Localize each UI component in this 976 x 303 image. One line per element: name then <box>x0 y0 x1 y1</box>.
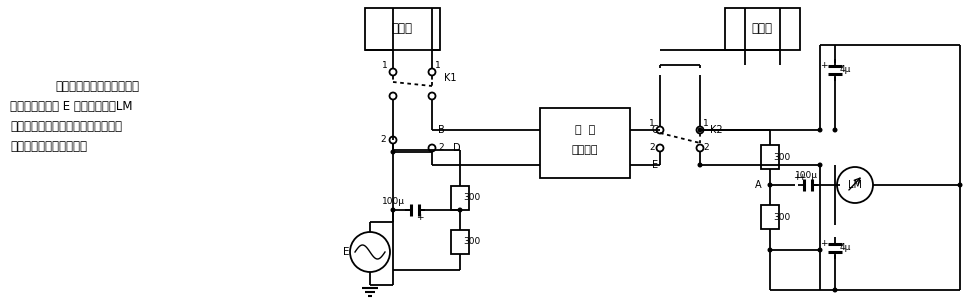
Text: K1: K1 <box>444 73 457 83</box>
Text: +: + <box>820 238 828 248</box>
Circle shape <box>698 128 703 132</box>
Bar <box>761 205 779 229</box>
Text: 1: 1 <box>703 118 709 128</box>
Text: K2: K2 <box>710 125 722 135</box>
Text: 被  测: 被 测 <box>575 125 595 135</box>
Text: 300: 300 <box>464 238 480 247</box>
Text: 100μ: 100μ <box>382 197 404 205</box>
Text: 试电路由信号源 E 作平衡输出；LM: 试电路由信号源 E 作平衡输出；LM <box>10 100 133 113</box>
Bar <box>451 186 469 210</box>
Text: 2: 2 <box>438 144 444 152</box>
Text: E: E <box>343 247 349 257</box>
Circle shape <box>390 208 395 212</box>
Text: B: B <box>438 125 445 135</box>
Text: 2: 2 <box>649 144 655 152</box>
Bar <box>365 8 440 50</box>
Text: 100μ: 100μ <box>794 171 818 181</box>
Text: 1: 1 <box>435 62 441 71</box>
Circle shape <box>697 126 704 134</box>
Text: LM: LM <box>848 180 862 190</box>
Circle shape <box>458 208 463 212</box>
Circle shape <box>837 167 873 203</box>
Circle shape <box>428 68 435 75</box>
Text: E: E <box>652 160 658 170</box>
Text: 为平衡情况指示器。引入被测通话回: 为平衡情况指示器。引入被测通话回 <box>10 120 122 133</box>
Text: 通话回路: 通话回路 <box>572 145 598 155</box>
Circle shape <box>428 92 435 99</box>
Text: +: + <box>820 61 828 69</box>
Circle shape <box>767 182 772 188</box>
Circle shape <box>698 162 703 168</box>
Text: 电话机: 电话机 <box>391 22 413 35</box>
Circle shape <box>657 126 664 134</box>
Text: 300: 300 <box>464 194 480 202</box>
Circle shape <box>818 128 823 132</box>
Circle shape <box>390 149 395 155</box>
Circle shape <box>833 288 837 292</box>
Circle shape <box>818 248 823 252</box>
Circle shape <box>697 145 704 152</box>
Circle shape <box>350 232 390 272</box>
Circle shape <box>657 145 664 152</box>
Text: +: + <box>798 172 806 181</box>
Bar <box>725 8 800 50</box>
Text: 1: 1 <box>383 62 388 71</box>
Circle shape <box>389 136 396 144</box>
Text: +: + <box>793 174 800 182</box>
Text: 2: 2 <box>703 144 709 152</box>
Circle shape <box>428 145 435 152</box>
Text: C: C <box>651 125 658 135</box>
Text: 2: 2 <box>381 135 386 145</box>
Circle shape <box>389 92 396 99</box>
Text: 4μ: 4μ <box>839 65 851 75</box>
Text: A: A <box>755 180 762 190</box>
Circle shape <box>389 68 396 75</box>
Text: D: D <box>453 143 461 153</box>
Text: 路，即可完成此项测试。: 路，即可完成此项测试。 <box>10 140 87 153</box>
Text: 对地不平衡测试电路　该测: 对地不平衡测试电路 该测 <box>55 80 139 93</box>
Bar <box>540 108 630 178</box>
Text: +: + <box>416 214 424 222</box>
Bar <box>451 230 469 254</box>
Text: 300: 300 <box>773 152 791 161</box>
Circle shape <box>818 162 823 168</box>
Text: 300: 300 <box>773 212 791 221</box>
Text: 电话机: 电话机 <box>752 22 772 35</box>
Circle shape <box>833 128 837 132</box>
Text: 4μ: 4μ <box>839 244 851 252</box>
Bar <box>761 145 779 169</box>
Text: 1: 1 <box>649 118 655 128</box>
Circle shape <box>767 248 772 252</box>
Circle shape <box>957 182 962 188</box>
